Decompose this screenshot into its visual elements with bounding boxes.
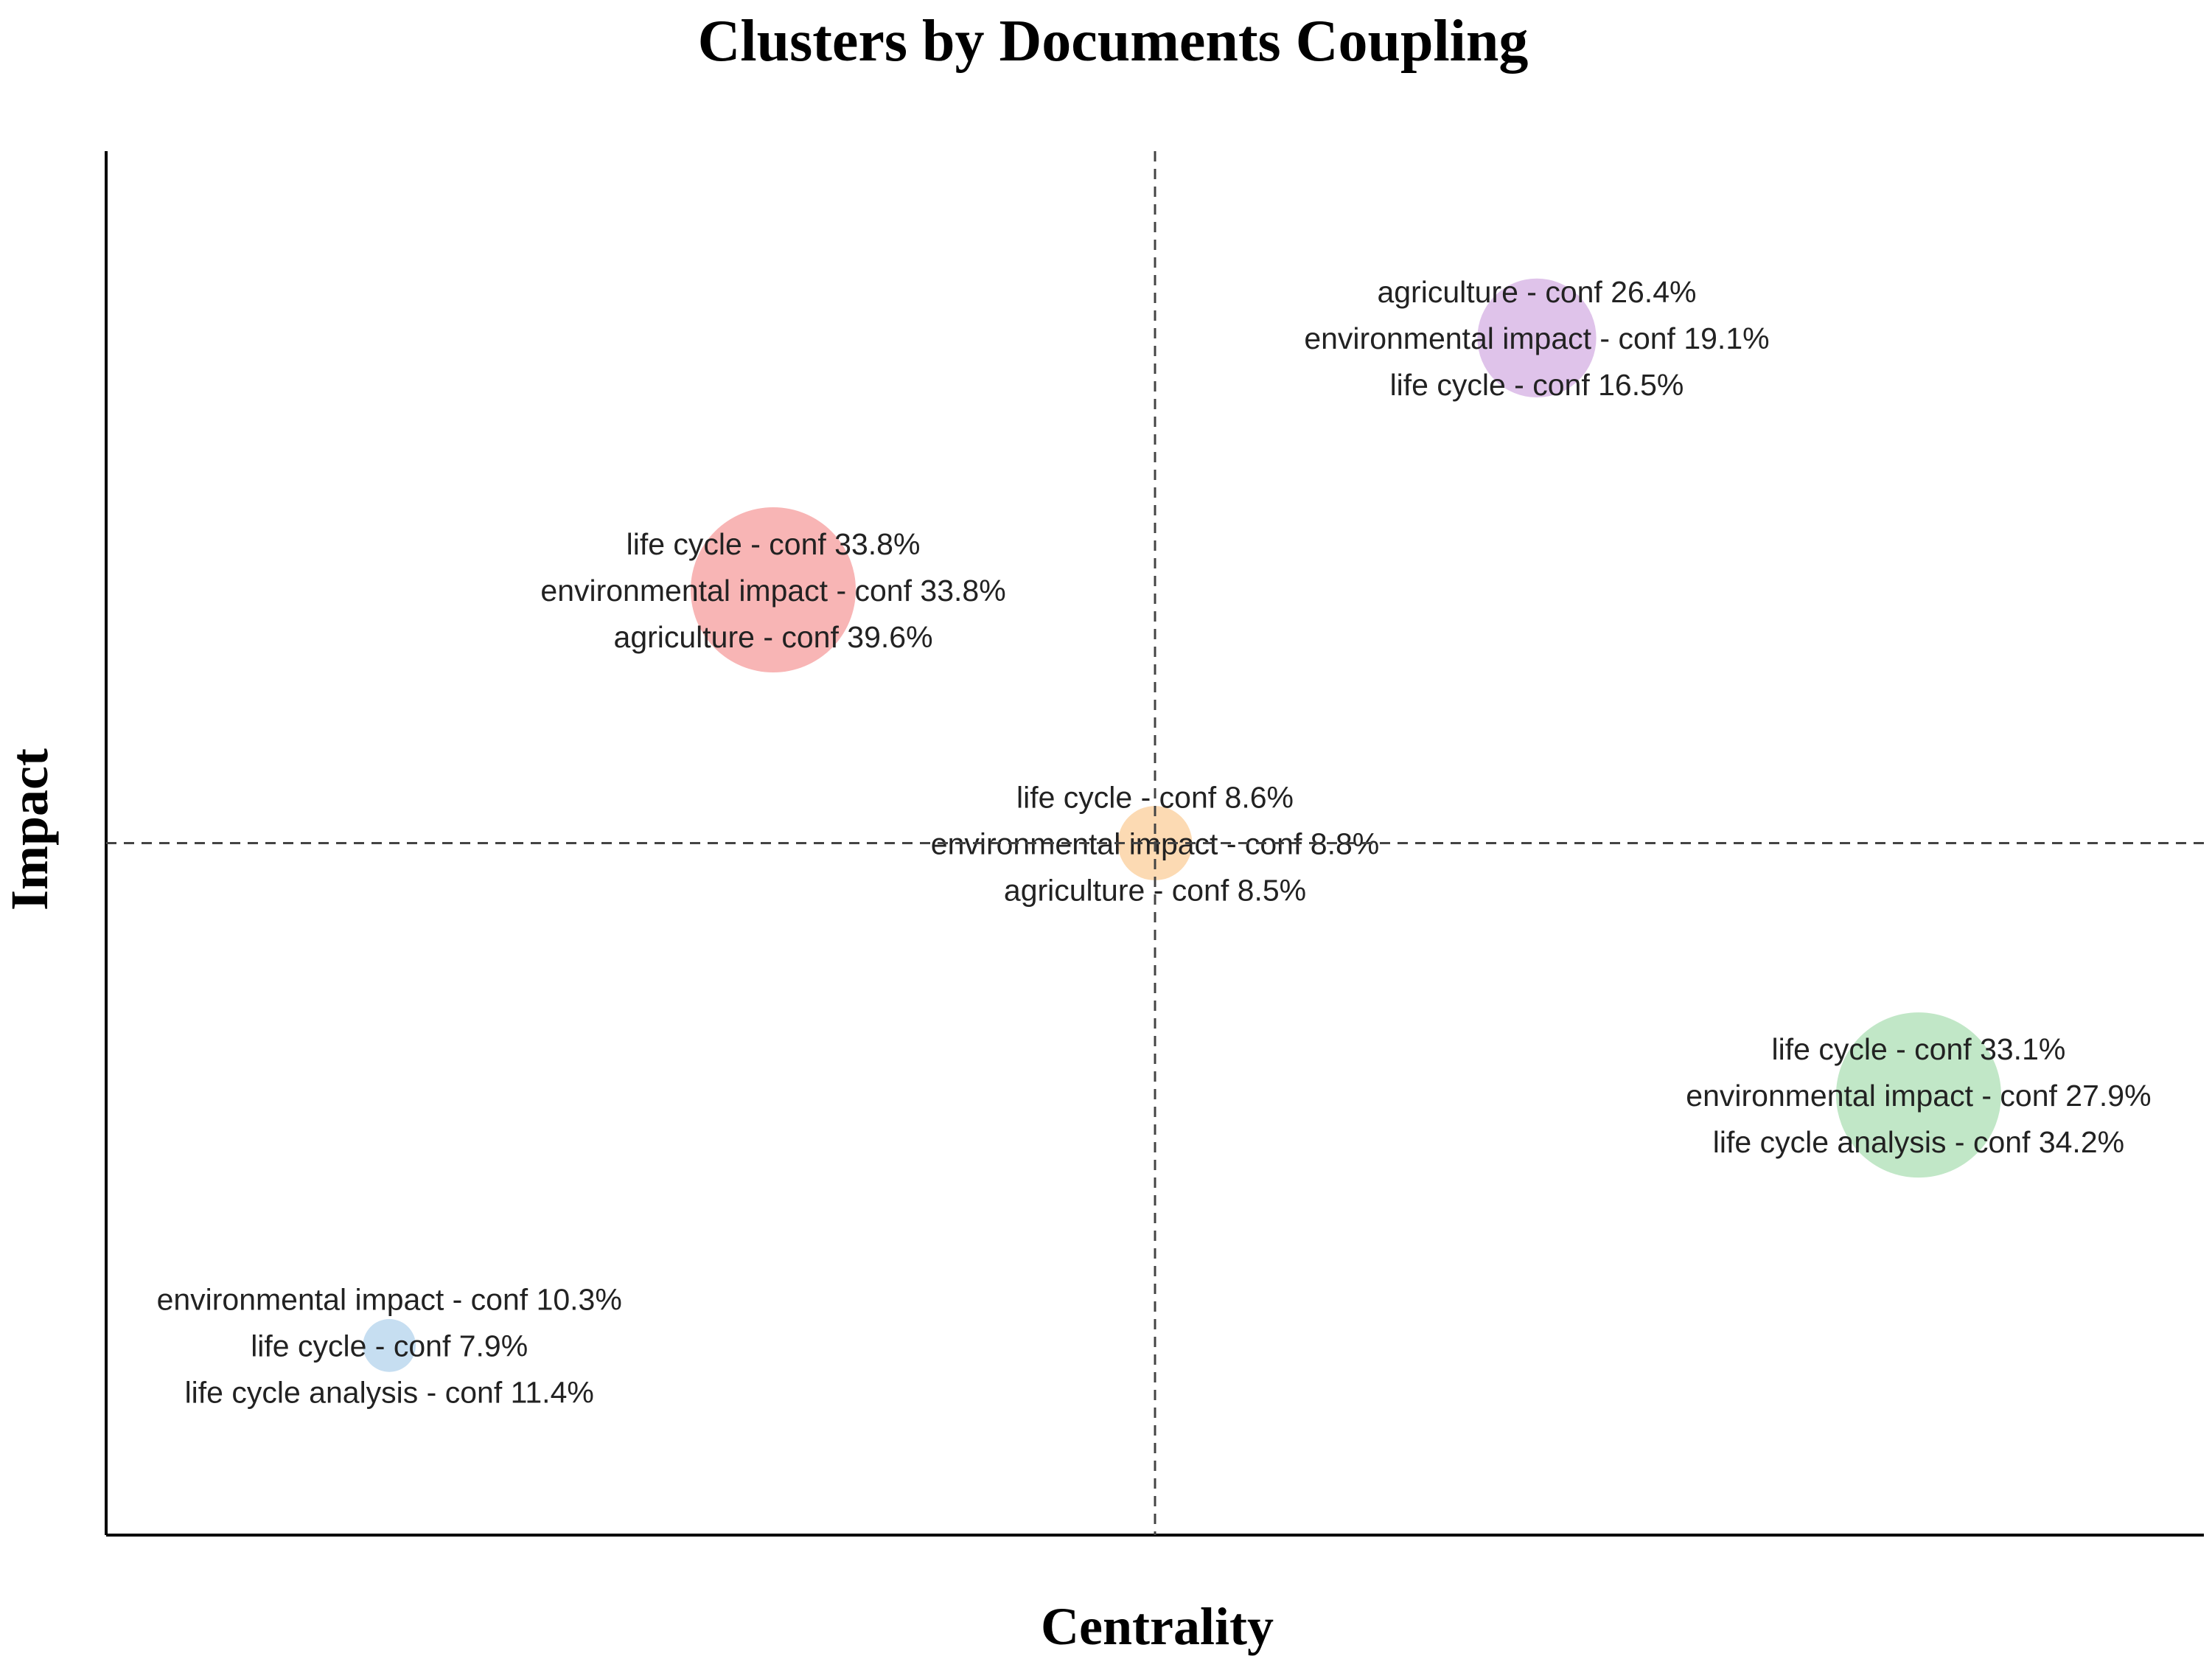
cluster-blue-label-2: life cycle - conf 7.9%: [251, 1329, 528, 1363]
cluster-purple-label-1: agriculture - conf 26.4%: [1377, 275, 1696, 309]
cluster-green-label-1: life cycle - conf 33.1%: [1772, 1032, 2066, 1066]
cluster-purple-label-2: environmental impact - conf 19.1%: [1304, 321, 1769, 355]
y-axis-label: Impact: [0, 748, 59, 911]
cluster-green-bubble: [1835, 1012, 2001, 1178]
cluster-blue-label-1: environmental impact - conf 10.3%: [157, 1283, 622, 1317]
cluster-purple-bubble: [1477, 278, 1597, 398]
cluster-red-bubble: [691, 507, 856, 673]
cluster-blue-label-3: life cycle analysis - conf 11.4%: [185, 1376, 594, 1410]
cluster-red-label-3: agriculture - conf 39.6%: [614, 620, 933, 654]
cluster-purple-label-3: life cycle - conf 16.5%: [1390, 368, 1684, 402]
chart-title: Clusters by Documents Coupling: [698, 9, 1529, 74]
cluster-green-label-2: environmental impact - conf 27.9%: [1686, 1079, 2151, 1113]
cluster-green-label-3: life cycle analysis - conf 34.2%: [1713, 1125, 2124, 1159]
cluster-red-label-1: life cycle - conf 33.8%: [627, 527, 921, 561]
cluster-blue-bubble: [363, 1319, 416, 1372]
plot-area: life cycle - conf 33.8% environmental imp…: [157, 275, 2152, 1409]
cluster-red-label-2: environmental impact - conf 33.8%: [540, 574, 1005, 608]
x-axis-label: Centrality: [1041, 1597, 1274, 1656]
